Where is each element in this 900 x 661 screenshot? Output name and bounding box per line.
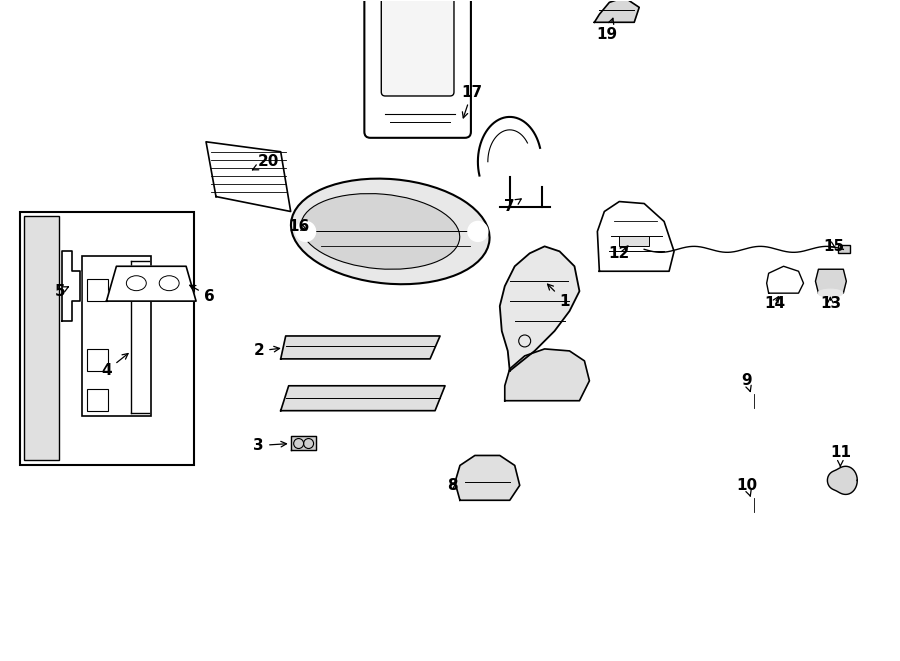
Polygon shape xyxy=(206,142,291,212)
Ellipse shape xyxy=(155,272,183,294)
Ellipse shape xyxy=(122,272,150,294)
Polygon shape xyxy=(291,436,316,451)
Circle shape xyxy=(296,221,316,241)
FancyBboxPatch shape xyxy=(364,0,471,137)
Polygon shape xyxy=(598,202,674,271)
Bar xyxy=(82,256,151,416)
Polygon shape xyxy=(594,0,639,22)
Text: 20: 20 xyxy=(252,154,280,170)
Polygon shape xyxy=(106,266,196,301)
Ellipse shape xyxy=(291,178,490,284)
Polygon shape xyxy=(455,455,519,500)
Text: 2: 2 xyxy=(254,344,280,358)
Text: 15: 15 xyxy=(823,239,844,254)
Text: 18: 18 xyxy=(0,660,1,661)
Text: 11: 11 xyxy=(830,445,850,466)
Text: 9: 9 xyxy=(742,373,752,391)
Polygon shape xyxy=(500,247,580,371)
Bar xyxy=(86,389,108,410)
Bar xyxy=(619,237,649,247)
Text: 3: 3 xyxy=(254,438,286,453)
Ellipse shape xyxy=(746,494,761,516)
Text: 19: 19 xyxy=(597,19,618,42)
Polygon shape xyxy=(281,336,440,359)
Circle shape xyxy=(468,221,488,241)
Text: 4: 4 xyxy=(101,354,128,378)
Ellipse shape xyxy=(746,390,761,412)
Polygon shape xyxy=(827,466,858,494)
Text: 7: 7 xyxy=(504,199,521,214)
Text: 6: 6 xyxy=(190,286,214,303)
Polygon shape xyxy=(815,269,846,293)
Text: 5: 5 xyxy=(54,284,68,299)
Text: 14: 14 xyxy=(764,295,785,311)
Ellipse shape xyxy=(301,194,460,269)
Polygon shape xyxy=(767,266,804,293)
Polygon shape xyxy=(61,251,79,321)
Polygon shape xyxy=(281,386,445,410)
Bar xyxy=(86,349,108,371)
Text: 12: 12 xyxy=(608,246,630,261)
Bar xyxy=(839,245,850,253)
Text: 8: 8 xyxy=(446,478,457,493)
FancyBboxPatch shape xyxy=(382,0,454,96)
Text: 17: 17 xyxy=(462,85,482,118)
Ellipse shape xyxy=(818,289,842,297)
Bar xyxy=(20,212,194,465)
Polygon shape xyxy=(505,349,590,401)
Text: 13: 13 xyxy=(820,295,841,311)
Text: 16: 16 xyxy=(288,219,310,234)
Text: 10: 10 xyxy=(736,478,757,496)
Text: 1: 1 xyxy=(547,284,570,309)
Bar xyxy=(86,279,108,301)
Bar xyxy=(23,217,59,461)
